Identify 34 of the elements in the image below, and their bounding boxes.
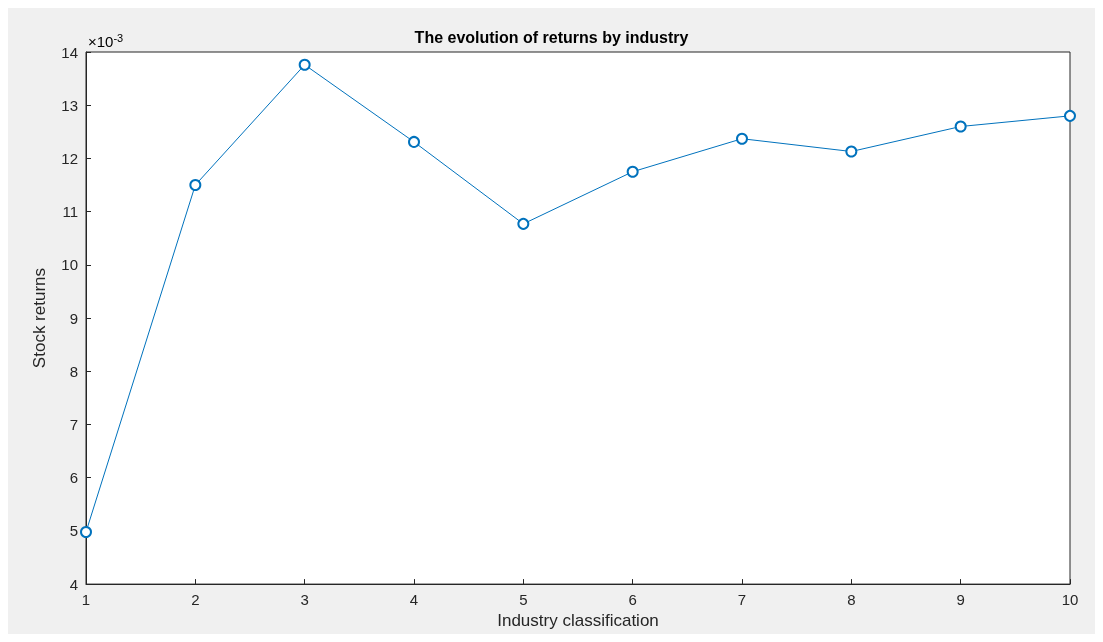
x-tick-label: 2	[191, 591, 200, 609]
point	[736, 132, 748, 145]
y-tick-label: 13	[61, 96, 78, 114]
y-tick-label: 9	[69, 309, 78, 327]
y-tick-label: 5	[69, 522, 78, 540]
point	[298, 58, 311, 71]
point	[626, 165, 639, 178]
point	[517, 217, 530, 230]
y-tick-label: 10	[61, 256, 78, 274]
point	[80, 525, 92, 538]
point	[408, 135, 420, 148]
y-tick-label: 11	[62, 203, 78, 221]
x-tick-label: 7	[737, 591, 747, 609]
y-tick-label: 12	[61, 149, 78, 167]
y-tick-label: 7	[69, 415, 78, 433]
x-tick-label: 6	[628, 591, 637, 609]
x-tick-label: 3	[300, 591, 309, 609]
y-tick-label: 14	[61, 43, 78, 61]
point	[954, 120, 967, 133]
chart-title: The evolution of returns by industry	[414, 28, 689, 46]
x-tick-label: 10	[1061, 591, 1079, 609]
point	[845, 145, 858, 158]
x-tick-label: 5	[519, 591, 528, 609]
y-tick-label: 8	[69, 362, 78, 380]
y-axis-title: Stock returns	[30, 267, 49, 369]
x-tick-label: 4	[409, 591, 419, 609]
x-tick-label: 1	[81, 591, 91, 609]
point	[1064, 109, 1076, 122]
y-tick-label: 6	[69, 469, 78, 487]
y-tick-label: 4	[69, 575, 78, 593]
x-tick-label: 9	[956, 591, 965, 609]
point	[189, 179, 202, 192]
x-tick-label: 8	[847, 591, 856, 609]
x-axis-title: Industry classification	[497, 611, 659, 630]
